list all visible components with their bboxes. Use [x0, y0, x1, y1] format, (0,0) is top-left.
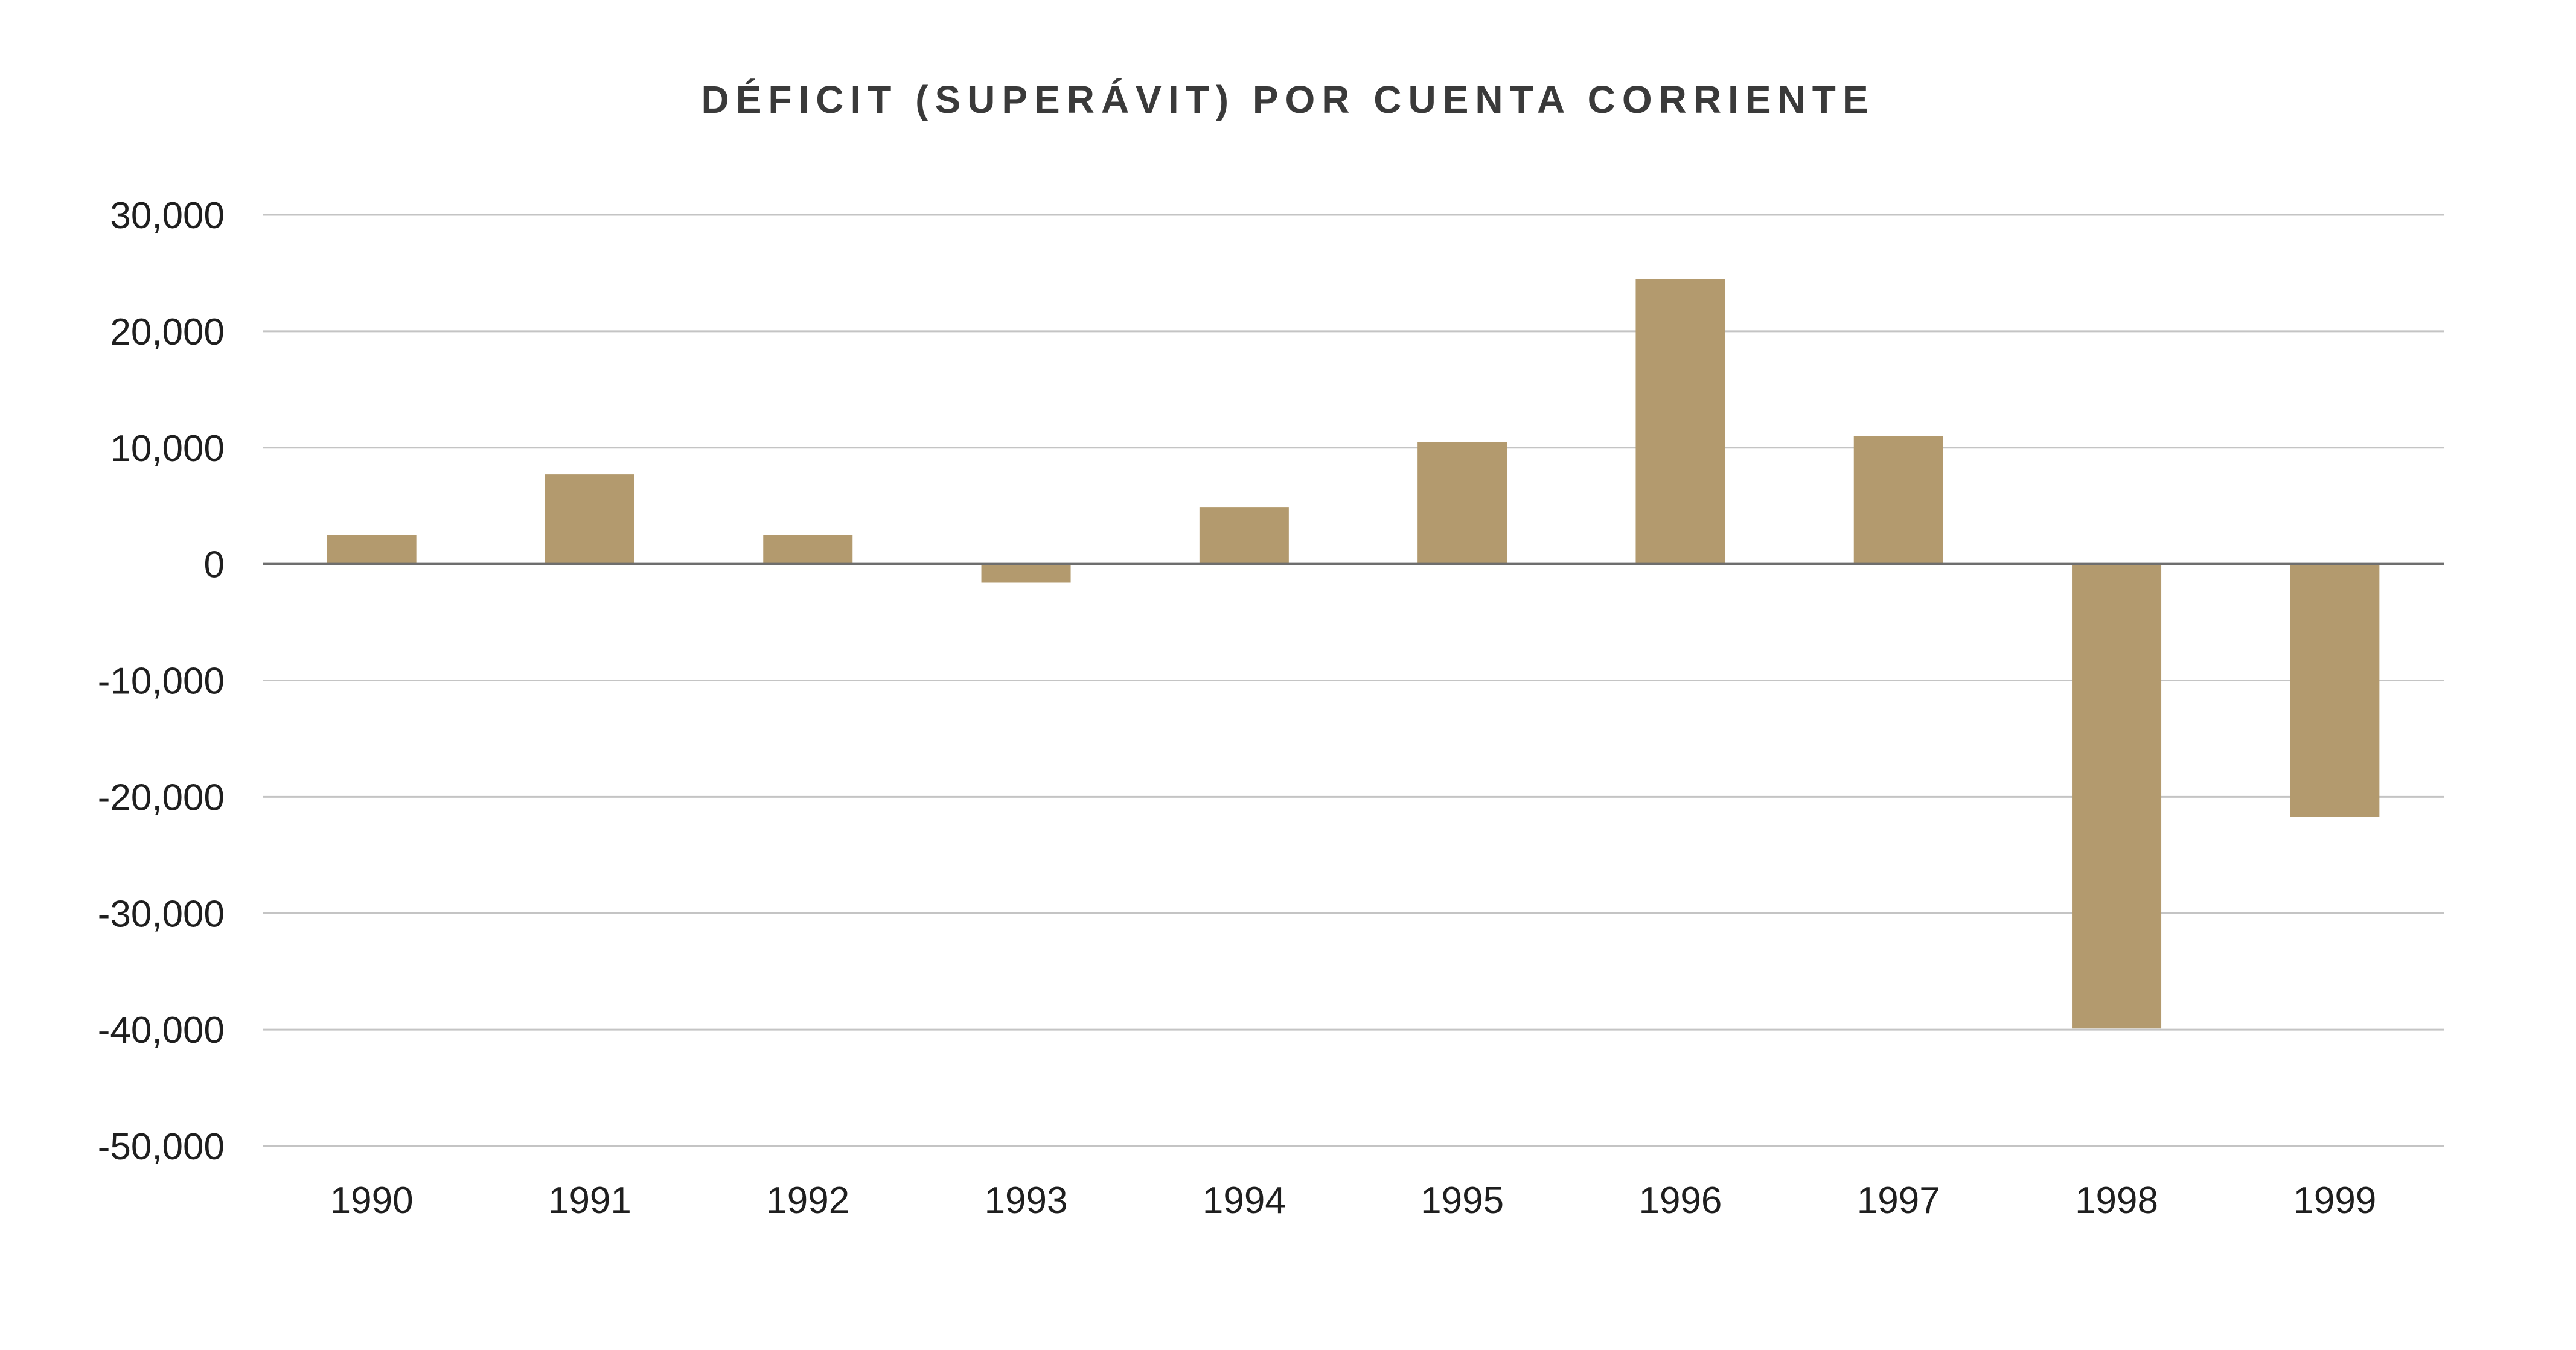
bars [327, 279, 2380, 1029]
x-axis-tick-labels: 1990 1991 1992 1993 1994 1995 1996 1997 1998 1999 [330, 1180, 2377, 1221]
y-tick-label: -20,000 [98, 777, 225, 818]
x-tick-label: 1991 [548, 1180, 631, 1221]
bar-1990 [327, 535, 417, 564]
y-tick-label: -10,000 [98, 661, 225, 702]
y-tick-label: 0 [204, 544, 225, 586]
bar-1996 [1635, 279, 1725, 564]
bar-1992 [763, 535, 853, 564]
x-tick-label: 1994 [1203, 1180, 1286, 1221]
y-tick-label: -30,000 [98, 893, 225, 935]
x-tick-label: 1995 [1421, 1180, 1504, 1221]
y-tick-label: -40,000 [98, 1010, 225, 1051]
x-tick-label: 1997 [1857, 1180, 1940, 1221]
bar-1993 [981, 564, 1071, 583]
bar-1991 [545, 474, 634, 564]
y-tick-label: 10,000 [110, 428, 225, 470]
x-tick-label: 1992 [766, 1180, 849, 1221]
bar-1998 [2072, 564, 2162, 1029]
x-tick-label: 1990 [330, 1180, 414, 1221]
y-axis-tick-labels: 30,000 20,000 10,000 0 -10,000 -20,000 -30,000… [98, 195, 225, 1168]
x-tick-label: 1996 [1638, 1180, 1722, 1221]
bar-1999 [2290, 564, 2380, 817]
x-tick-label: 1999 [2293, 1180, 2376, 1221]
x-tick-label: 1998 [2075, 1180, 2158, 1221]
y-tick-label: 20,000 [110, 311, 225, 353]
x-tick-label: 1993 [985, 1180, 1068, 1221]
chart-title: DÉFICIT (SUPERÁVIT) POR CUENTA CORRIENTE [701, 78, 1875, 121]
bar-1994 [1199, 507, 1289, 564]
y-tick-label: 30,000 [110, 195, 225, 237]
bar-1997 [1853, 436, 1943, 564]
bar-1995 [1417, 442, 1507, 564]
grid-lines [263, 214, 2444, 1147]
y-tick-label: -50,000 [98, 1126, 225, 1168]
